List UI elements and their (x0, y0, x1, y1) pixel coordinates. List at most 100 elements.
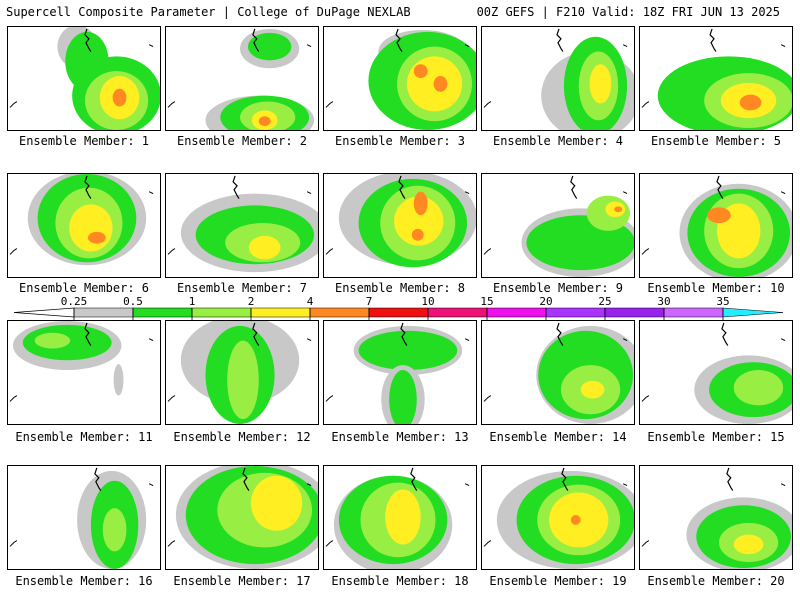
ensemble-panel-9 (481, 173, 635, 278)
member-map (325, 467, 470, 569)
ensemble-panel-7 (165, 173, 319, 278)
field-contour-yellow (589, 64, 612, 104)
member-map (641, 175, 792, 277)
field-contour-yellow (394, 196, 444, 246)
ensemble-panel-16 (7, 465, 161, 570)
member-label: Ensemble Member: 4 (492, 134, 624, 148)
field-contour-orange (570, 515, 581, 525)
colorbar-segment (663, 307, 724, 318)
ensemble-panel-8 (323, 173, 477, 278)
coastline (464, 483, 470, 487)
coastline (252, 28, 260, 52)
colorbar: 0.25 0.5 1 2 4 7 10 15 20 25 30 35 (13, 295, 784, 321)
colorbar-tick-label: 25 (598, 295, 611, 308)
colorbar-segment (191, 307, 252, 318)
coastline (9, 248, 18, 255)
member-label: Ensemble Member: 11 (15, 430, 153, 444)
field-contour-orange (413, 64, 428, 79)
coastline (622, 191, 628, 195)
ensemble-panel-15 (639, 320, 793, 425)
field-contour-gray (113, 364, 124, 396)
coastline (410, 467, 418, 491)
member-label: Ensemble Member: 20 (647, 574, 785, 588)
coastline (148, 191, 154, 195)
field-contour-orange (413, 191, 428, 216)
coastline (306, 44, 312, 48)
ensemble-panel-5 (639, 26, 793, 131)
member-map (483, 175, 634, 277)
colorbar-tick-label: 7 (366, 295, 373, 308)
coastline (395, 28, 403, 52)
ensemble-panel-14 (481, 320, 635, 425)
ensemble-panel-10 (639, 173, 793, 278)
field-contour-green (358, 330, 458, 371)
member-label: Ensemble Member: 1 (18, 134, 150, 148)
colorbar-tick-label: 0.5 (123, 295, 143, 308)
coastline (325, 540, 334, 547)
coastline (641, 248, 650, 255)
coastline (464, 44, 470, 48)
colorbar-tick-label: 10 (421, 295, 434, 308)
member-label: Ensemble Member: 10 (647, 281, 785, 295)
colorbar-segment (368, 307, 429, 318)
coastline (325, 101, 334, 108)
header-title: Supercell Composite Parameter | College … (6, 5, 411, 19)
member-label: Ensemble Member: 12 (173, 430, 311, 444)
ensemble-panel-18 (323, 465, 477, 570)
field-contour-lime (227, 340, 259, 420)
ensemble-panel-19 (481, 465, 635, 570)
coastline (556, 322, 564, 346)
coastline (780, 44, 786, 48)
coastline (306, 483, 312, 487)
coastline (167, 101, 176, 108)
field-contour-lime (733, 370, 784, 406)
coastline (483, 540, 492, 547)
field-contour-yellow (580, 380, 605, 399)
coastline (721, 322, 729, 346)
member-map (167, 321, 312, 424)
coastline (561, 467, 569, 491)
member-map (9, 27, 160, 130)
coastline (641, 395, 650, 402)
ensemble-panel-6 (7, 173, 161, 278)
member-label: Ensemble Member: 9 (492, 281, 624, 295)
coastline (325, 248, 334, 255)
field-contour-lime (34, 332, 71, 349)
member-map (483, 28, 634, 130)
ensemble-panel-20 (639, 465, 793, 570)
field-contour-yellow (733, 534, 764, 555)
field-contour-orange (411, 228, 424, 241)
coastline (483, 395, 492, 402)
member-label: Ensemble Member: 14 (489, 430, 627, 444)
member-label: Ensemble Member: 16 (15, 574, 153, 588)
ensemble-panel-11 (7, 320, 161, 425)
coastline (622, 483, 628, 487)
coastline (9, 101, 18, 108)
member-map (167, 28, 315, 130)
coastline (726, 467, 734, 491)
field-contour-orange (258, 116, 271, 127)
member-map (325, 322, 470, 424)
colorbar-segment (486, 307, 547, 318)
field-contour-yellow (385, 489, 421, 545)
member-label: Ensemble Member: 18 (331, 574, 469, 588)
coastline (84, 322, 92, 346)
field-contour-yellow (248, 235, 281, 260)
coastline (641, 101, 650, 108)
coastline (167, 395, 176, 402)
member-map (167, 466, 318, 569)
colorbar-segment (250, 307, 311, 318)
coastline (242, 467, 250, 491)
ensemble-panel-12 (165, 320, 319, 425)
coastline (400, 322, 408, 346)
field-contour-orange (433, 76, 448, 92)
coastline (780, 191, 786, 195)
colorbar-left-arrow (13, 307, 75, 318)
member-map (325, 174, 476, 268)
colorbar-tick-label: 35 (716, 295, 729, 308)
coastline (306, 338, 312, 342)
coastline (464, 338, 470, 342)
member-label: Ensemble Member: 8 (334, 281, 466, 295)
member-label: Ensemble Member: 15 (647, 430, 785, 444)
coastline (622, 44, 628, 48)
